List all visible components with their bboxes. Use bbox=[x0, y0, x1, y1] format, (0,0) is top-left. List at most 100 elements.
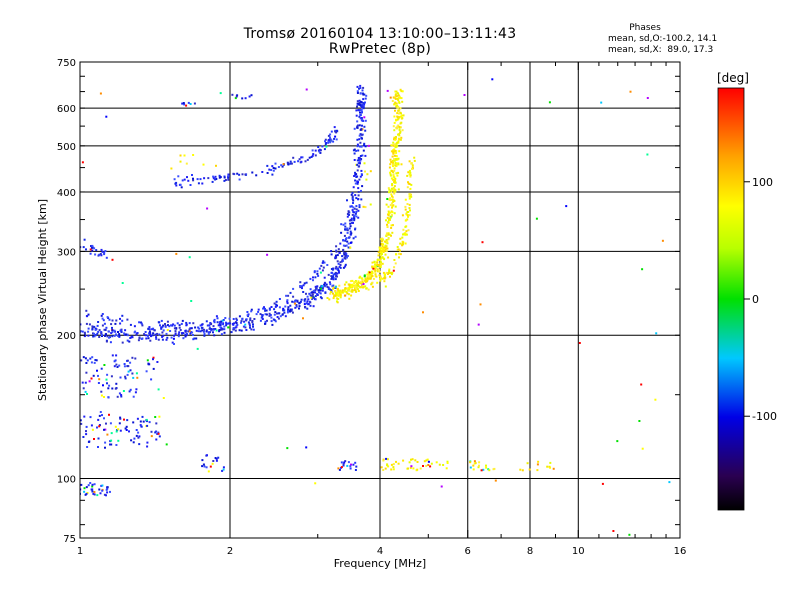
o-mode-point bbox=[339, 242, 342, 245]
x-mode-point bbox=[351, 285, 354, 288]
o-mode-point bbox=[241, 97, 244, 100]
x-mode-point bbox=[438, 463, 441, 466]
o-mode-point bbox=[146, 420, 148, 423]
x-mode-point bbox=[334, 294, 337, 297]
o-mode-point bbox=[314, 276, 317, 279]
x-mode-point bbox=[360, 282, 363, 285]
x-mode-point bbox=[399, 253, 402, 256]
x-mode-point bbox=[469, 466, 472, 469]
o-mode-point bbox=[318, 289, 321, 291]
o-mode-point bbox=[261, 171, 264, 173]
o-mode-point bbox=[361, 111, 363, 114]
o-mode-point bbox=[142, 420, 145, 423]
o-mode-point bbox=[186, 176, 188, 179]
o-mode-point bbox=[355, 114, 358, 117]
o-mode-point bbox=[113, 365, 116, 368]
o-mode-point bbox=[192, 322, 195, 325]
x-mode-point bbox=[389, 96, 392, 99]
o-mode-point bbox=[349, 225, 352, 228]
x-mode-point bbox=[391, 211, 394, 214]
o-mode-point bbox=[172, 323, 175, 326]
o-mode-point bbox=[350, 217, 353, 220]
x-mode-point bbox=[526, 462, 529, 465]
x-mode-point bbox=[328, 298, 331, 301]
x-mode-point bbox=[393, 138, 395, 141]
x-mode-point bbox=[386, 223, 388, 226]
o-mode-point bbox=[348, 236, 350, 239]
x-mode-point bbox=[552, 467, 555, 470]
o-mode-point bbox=[206, 454, 208, 457]
o-mode-point bbox=[293, 301, 296, 304]
o-mode-point bbox=[301, 285, 303, 288]
o-mode-point bbox=[351, 195, 354, 198]
o-mode-point bbox=[250, 308, 253, 311]
o-mode-point bbox=[133, 437, 136, 440]
x-mode-point bbox=[661, 239, 664, 242]
o-mode-point bbox=[89, 252, 92, 255]
x-mode-point bbox=[389, 204, 392, 207]
x-mode-point bbox=[372, 277, 375, 280]
o-mode-point bbox=[205, 329, 208, 332]
o-mode-point bbox=[346, 215, 349, 218]
x-mode-point bbox=[387, 205, 390, 208]
o-mode-point bbox=[331, 276, 334, 279]
x-tick-label: 10 bbox=[572, 546, 585, 557]
o-mode-point bbox=[81, 381, 84, 384]
o-mode-point bbox=[319, 292, 322, 295]
x-mode-point bbox=[612, 530, 615, 532]
o-mode-point bbox=[313, 271, 316, 274]
o-mode-point bbox=[114, 425, 117, 428]
o-mode-point bbox=[86, 446, 89, 448]
x-mode-point bbox=[357, 281, 360, 284]
o-mode-point bbox=[146, 424, 149, 427]
o-mode-point bbox=[100, 248, 103, 251]
o-mode-point bbox=[201, 182, 204, 185]
o-mode-point bbox=[268, 168, 271, 171]
o-mode-point bbox=[94, 328, 97, 331]
x-mode-point bbox=[394, 93, 397, 96]
o-mode-point bbox=[351, 209, 354, 212]
o-mode-point bbox=[189, 332, 192, 335]
o-mode-point bbox=[616, 440, 619, 443]
o-mode-point bbox=[105, 340, 108, 343]
o-mode-point bbox=[87, 484, 90, 487]
o-mode-point bbox=[284, 305, 287, 308]
o-mode-point bbox=[209, 465, 212, 468]
o-mode-point bbox=[282, 307, 285, 310]
o-mode-point bbox=[335, 250, 338, 253]
o-mode-point bbox=[248, 322, 251, 325]
x-mode-point bbox=[601, 482, 604, 485]
x-mode-point bbox=[469, 461, 472, 464]
x-mode-point bbox=[390, 214, 393, 217]
o-mode-point bbox=[199, 330, 202, 333]
o-mode-point bbox=[273, 308, 276, 311]
o-mode-point bbox=[138, 443, 141, 446]
x-mode-point bbox=[485, 466, 488, 469]
x-mode-point bbox=[383, 275, 386, 278]
o-mode-point bbox=[266, 164, 269, 167]
x-mode-point bbox=[399, 131, 402, 134]
o-mode-point bbox=[207, 177, 210, 180]
o-mode-point bbox=[98, 425, 101, 428]
o-mode-point bbox=[217, 324, 220, 327]
o-mode-point bbox=[359, 141, 362, 144]
o-mode-point bbox=[184, 329, 187, 332]
o-mode-point bbox=[155, 336, 158, 339]
x-mode-point bbox=[377, 251, 380, 254]
x-mode-point bbox=[385, 249, 388, 252]
x-mode-point bbox=[400, 136, 403, 139]
o-mode-point bbox=[274, 162, 277, 165]
o-mode-point bbox=[341, 255, 344, 258]
x-mode-point bbox=[396, 115, 399, 118]
o-mode-point bbox=[292, 295, 295, 298]
x-mode-point bbox=[376, 261, 379, 264]
o-mode-point bbox=[93, 493, 96, 496]
o-mode-point bbox=[359, 145, 361, 148]
x-mode-point bbox=[391, 231, 394, 234]
x-mode-point bbox=[410, 162, 413, 165]
o-mode-point bbox=[358, 115, 361, 118]
o-mode-point bbox=[100, 332, 103, 335]
x-mode-point bbox=[346, 289, 349, 292]
o-mode-point bbox=[104, 250, 107, 252]
o-mode-point bbox=[128, 390, 131, 393]
